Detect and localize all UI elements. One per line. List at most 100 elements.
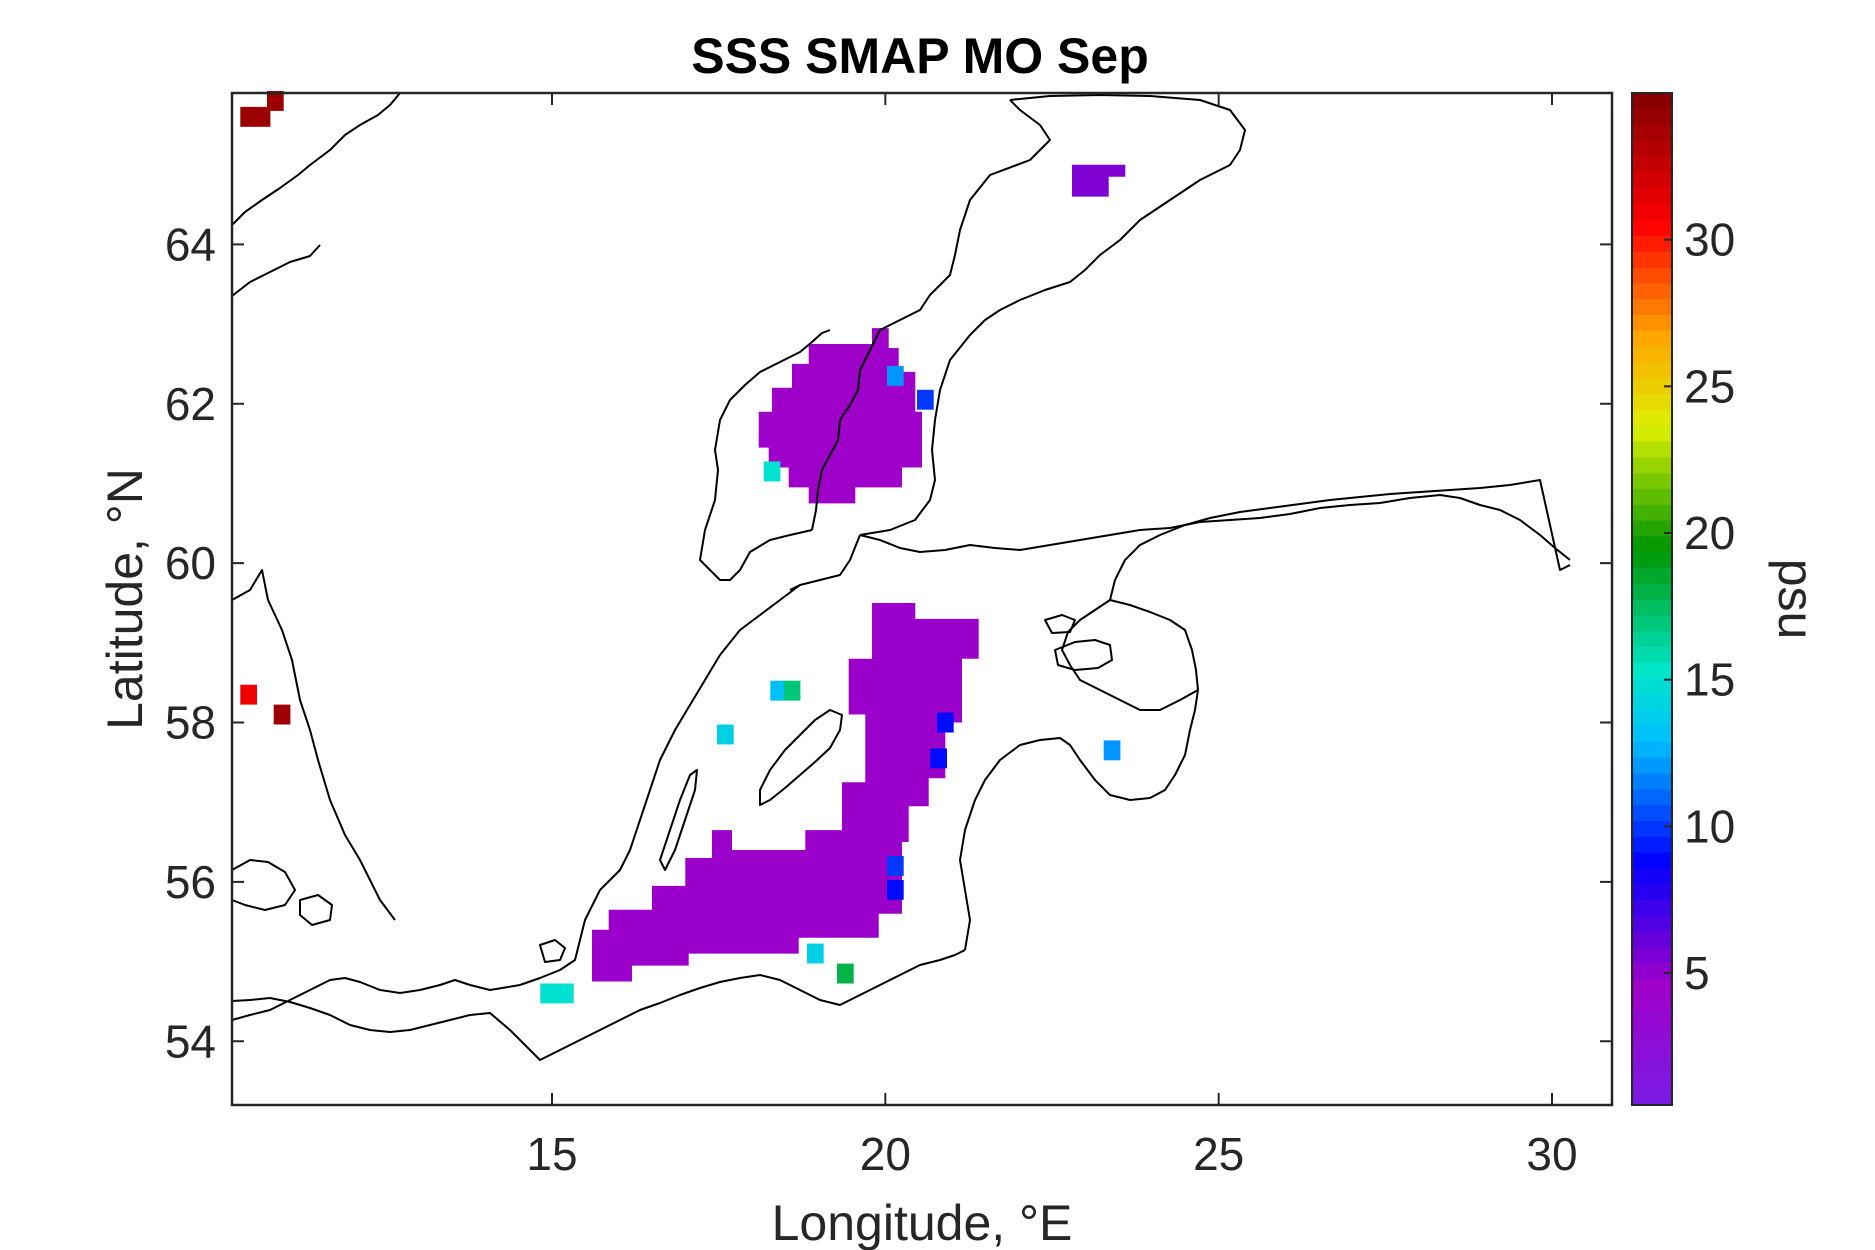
salinity-cell-17: [887, 856, 904, 876]
x-tick-label: 20: [860, 1128, 911, 1180]
colorbar-band: [1632, 203, 1672, 221]
plot-background: [232, 93, 1612, 1105]
colorbar-band: [1632, 535, 1672, 553]
colorbar-band: [1632, 1025, 1672, 1043]
colorbar-band: [1632, 330, 1672, 347]
colorbar-band: [1632, 472, 1672, 489]
colorbar-band: [1632, 314, 1672, 331]
colorbar-band: [1632, 266, 1672, 284]
coastline-gulf-of-bothnia-west: [811, 99, 1051, 531]
colorbar-band: [1632, 1073, 1672, 1090]
coastline-gulf-of-finland-north: [859, 494, 1571, 561]
colorbar-ticks: 5 10 15 20 25 30: [1664, 214, 1735, 999]
y-tick-label: 64: [165, 218, 216, 270]
coastline-norway-southwest: [231, 244, 321, 297]
colorbar-band: [1632, 156, 1672, 173]
salinity-cell-3: [267, 91, 284, 111]
colorbar-band: [1632, 425, 1672, 442]
colorbar-band: [1632, 409, 1672, 426]
coastline-polish-german-coast: [231, 949, 966, 1061]
colorbar-band: [1632, 678, 1672, 695]
y-axis-title: Latitude, °N: [97, 468, 153, 730]
colorbar-band: [1632, 282, 1672, 300]
salinity-cell-18: [887, 879, 904, 900]
colorbar-band: [1632, 662, 1672, 679]
salinity-cell-5: [273, 704, 291, 725]
colorbar-tick-label: 20: [1684, 507, 1735, 559]
salinity-cell-12: [1103, 740, 1121, 761]
colorbar-band: [1632, 962, 1672, 980]
colorbar-band: [1632, 251, 1672, 268]
salinity-cell-9: [770, 680, 787, 701]
axes-box: [230, 91, 1614, 1107]
colorbar-band: [1632, 804, 1672, 821]
coastline-gulf-of-bothnia-north: [969, 94, 1246, 336]
colorbar-band: [1632, 646, 1672, 663]
salinity-region-2: [592, 603, 979, 982]
salinity-cell-6: [763, 461, 781, 482]
colorbar-frame: [1631, 92, 1673, 1106]
colorbar-band: [1632, 551, 1672, 568]
colorbar-band: [1632, 772, 1672, 790]
coastline-gulf-of-riga: [1061, 599, 1199, 711]
colorbar-band: [1632, 725, 1672, 742]
colorbar-band: [1632, 757, 1672, 774]
colorbar-band: [1632, 852, 1672, 869]
colorbar-bands: [1632, 93, 1672, 1106]
coastline-oland: [659, 769, 698, 871]
colorbar-tick-label: 15: [1684, 654, 1735, 706]
x-axis-title: Longitude, °E: [772, 1195, 1073, 1250]
colorbar-band: [1632, 440, 1672, 458]
salinity-cell-19: [930, 748, 947, 769]
colorbar-tick-label: 10: [1684, 800, 1735, 852]
x-tick-label: 25: [1193, 1128, 1244, 1180]
plot-title: SSS SMAP MO Sep: [691, 28, 1149, 84]
y-tick-label: 62: [165, 378, 216, 430]
coastline-hiiumaa: [1044, 614, 1076, 634]
colorbar-band: [1632, 235, 1672, 252]
colorbar-band: [1632, 140, 1672, 157]
coastline-bothnian-sea-west: [699, 329, 831, 581]
colorbar-band: [1632, 298, 1672, 315]
colorbar-band: [1632, 393, 1672, 410]
salinity-region-1: [758, 328, 922, 504]
colorbar-band: [1632, 899, 1672, 916]
colorbar-band: [1632, 1089, 1672, 1106]
y-tick-label: 56: [165, 856, 216, 908]
colorbar-band: [1632, 456, 1672, 474]
colorbar-band: [1632, 1057, 1672, 1074]
salinity-cell-8: [917, 389, 934, 410]
colorbar-band: [1632, 614, 1672, 632]
salinity-cell-15: [837, 963, 854, 984]
colorbar-band: [1632, 994, 1672, 1011]
x-tick-label: 30: [1526, 1128, 1577, 1180]
colorbar-band: [1632, 788, 1672, 806]
colorbar-band: [1632, 915, 1672, 932]
salinity-heatmap-layer: [240, 91, 1126, 1004]
colorbar-band: [1632, 820, 1672, 837]
coastline-gulf-of-finland-south: [1109, 479, 1571, 601]
colorbar-band: [1632, 504, 1672, 521]
coastline-saaremaa: [1054, 639, 1113, 671]
colorbar-band: [1632, 693, 1672, 711]
colorbar-band: [1632, 978, 1672, 995]
colorbar-band: [1632, 219, 1672, 236]
salinity-cell-1: [240, 106, 257, 127]
colorbar-band: [1632, 377, 1672, 395]
colorbar-band: [1632, 630, 1672, 648]
coastline-layer: [231, 92, 1571, 1061]
colorbar-band: [1632, 931, 1672, 948]
y-tick-label: 54: [165, 1015, 216, 1067]
coastline-scandinavia: [231, 92, 401, 226]
colorbar-band: [1632, 1010, 1672, 1027]
coastline-swedish-east-coast: [519, 584, 801, 986]
colorbar: 5 10 15 20 25 30 psu: [1631, 92, 1824, 1106]
colorbar-band: [1632, 187, 1672, 205]
salinity-cell-20: [937, 712, 954, 733]
plot-area: [230, 91, 1614, 1107]
colorbar-band: [1632, 567, 1672, 584]
salinity-cell-16: [807, 943, 824, 964]
colorbar-band: [1632, 741, 1672, 758]
colorbar-band: [1632, 172, 1672, 189]
